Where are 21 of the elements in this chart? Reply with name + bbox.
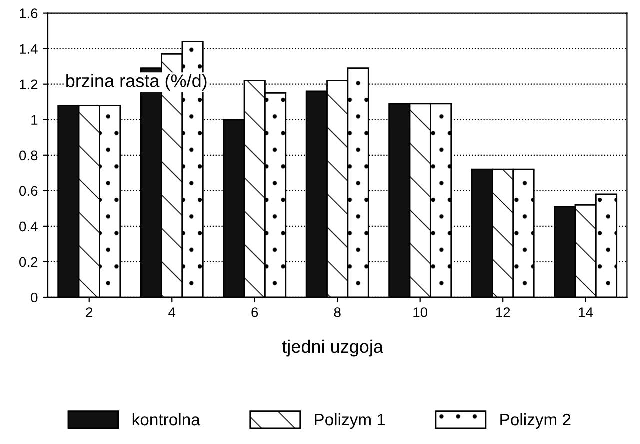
y-tick-label: 1.4	[20, 44, 38, 54]
x-tick-label: 12	[496, 308, 510, 318]
y-tick-label: 0.8	[20, 150, 38, 161]
x-axis-title: tjedni uzgoja	[282, 340, 384, 357]
legend-label: kontrolna	[132, 413, 200, 426]
x-tick-label: 6	[252, 308, 258, 318]
y-tick-label: 0.2	[20, 257, 38, 268]
x-tick-label: 4	[168, 308, 176, 318]
y-tick-label: 1	[32, 115, 38, 125]
x-tick-label: 10	[414, 308, 428, 318]
x-tick-label: 2	[86, 308, 93, 318]
y-tick-label: 1.2	[20, 80, 38, 90]
legend-label: Polizym 1	[315, 413, 386, 429]
x-tick-label: 8	[334, 308, 341, 318]
legend-label: Polizym 2	[500, 413, 571, 429]
x-tick-label: 14	[579, 308, 594, 318]
y-axis-title: brzina rasta (%/d)	[66, 74, 207, 91]
y-tick-label: 0.6	[20, 186, 38, 196]
y-tick-label: 1.6	[20, 8, 38, 18]
y-tick-label: 0.4	[20, 222, 38, 232]
text: 0	[31, 292, 38, 303]
